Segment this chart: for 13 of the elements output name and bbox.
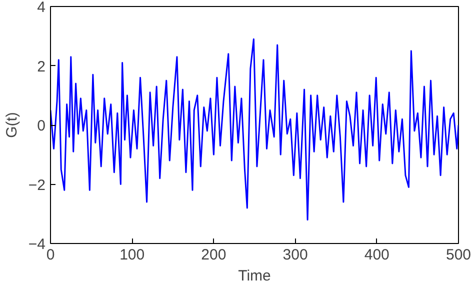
y-tick-label: −2 [28,176,46,194]
y-tick-label: 2 [37,58,46,76]
line-series [50,38,458,221]
y-axis-title: G(t) [3,112,20,138]
x-tick-label: 100 [120,246,145,264]
x-tick-label: 300 [282,246,308,264]
y-tick-label: 0 [37,118,46,134]
x-tick-label: 400 [364,246,390,264]
x-tick-label: 500 [446,246,472,264]
y-tick-label: −4 [28,236,46,253]
y-tick-label: 4 [37,0,46,16]
x-axis-title: Time [238,268,271,284]
x-tick-label: 200 [201,246,226,264]
